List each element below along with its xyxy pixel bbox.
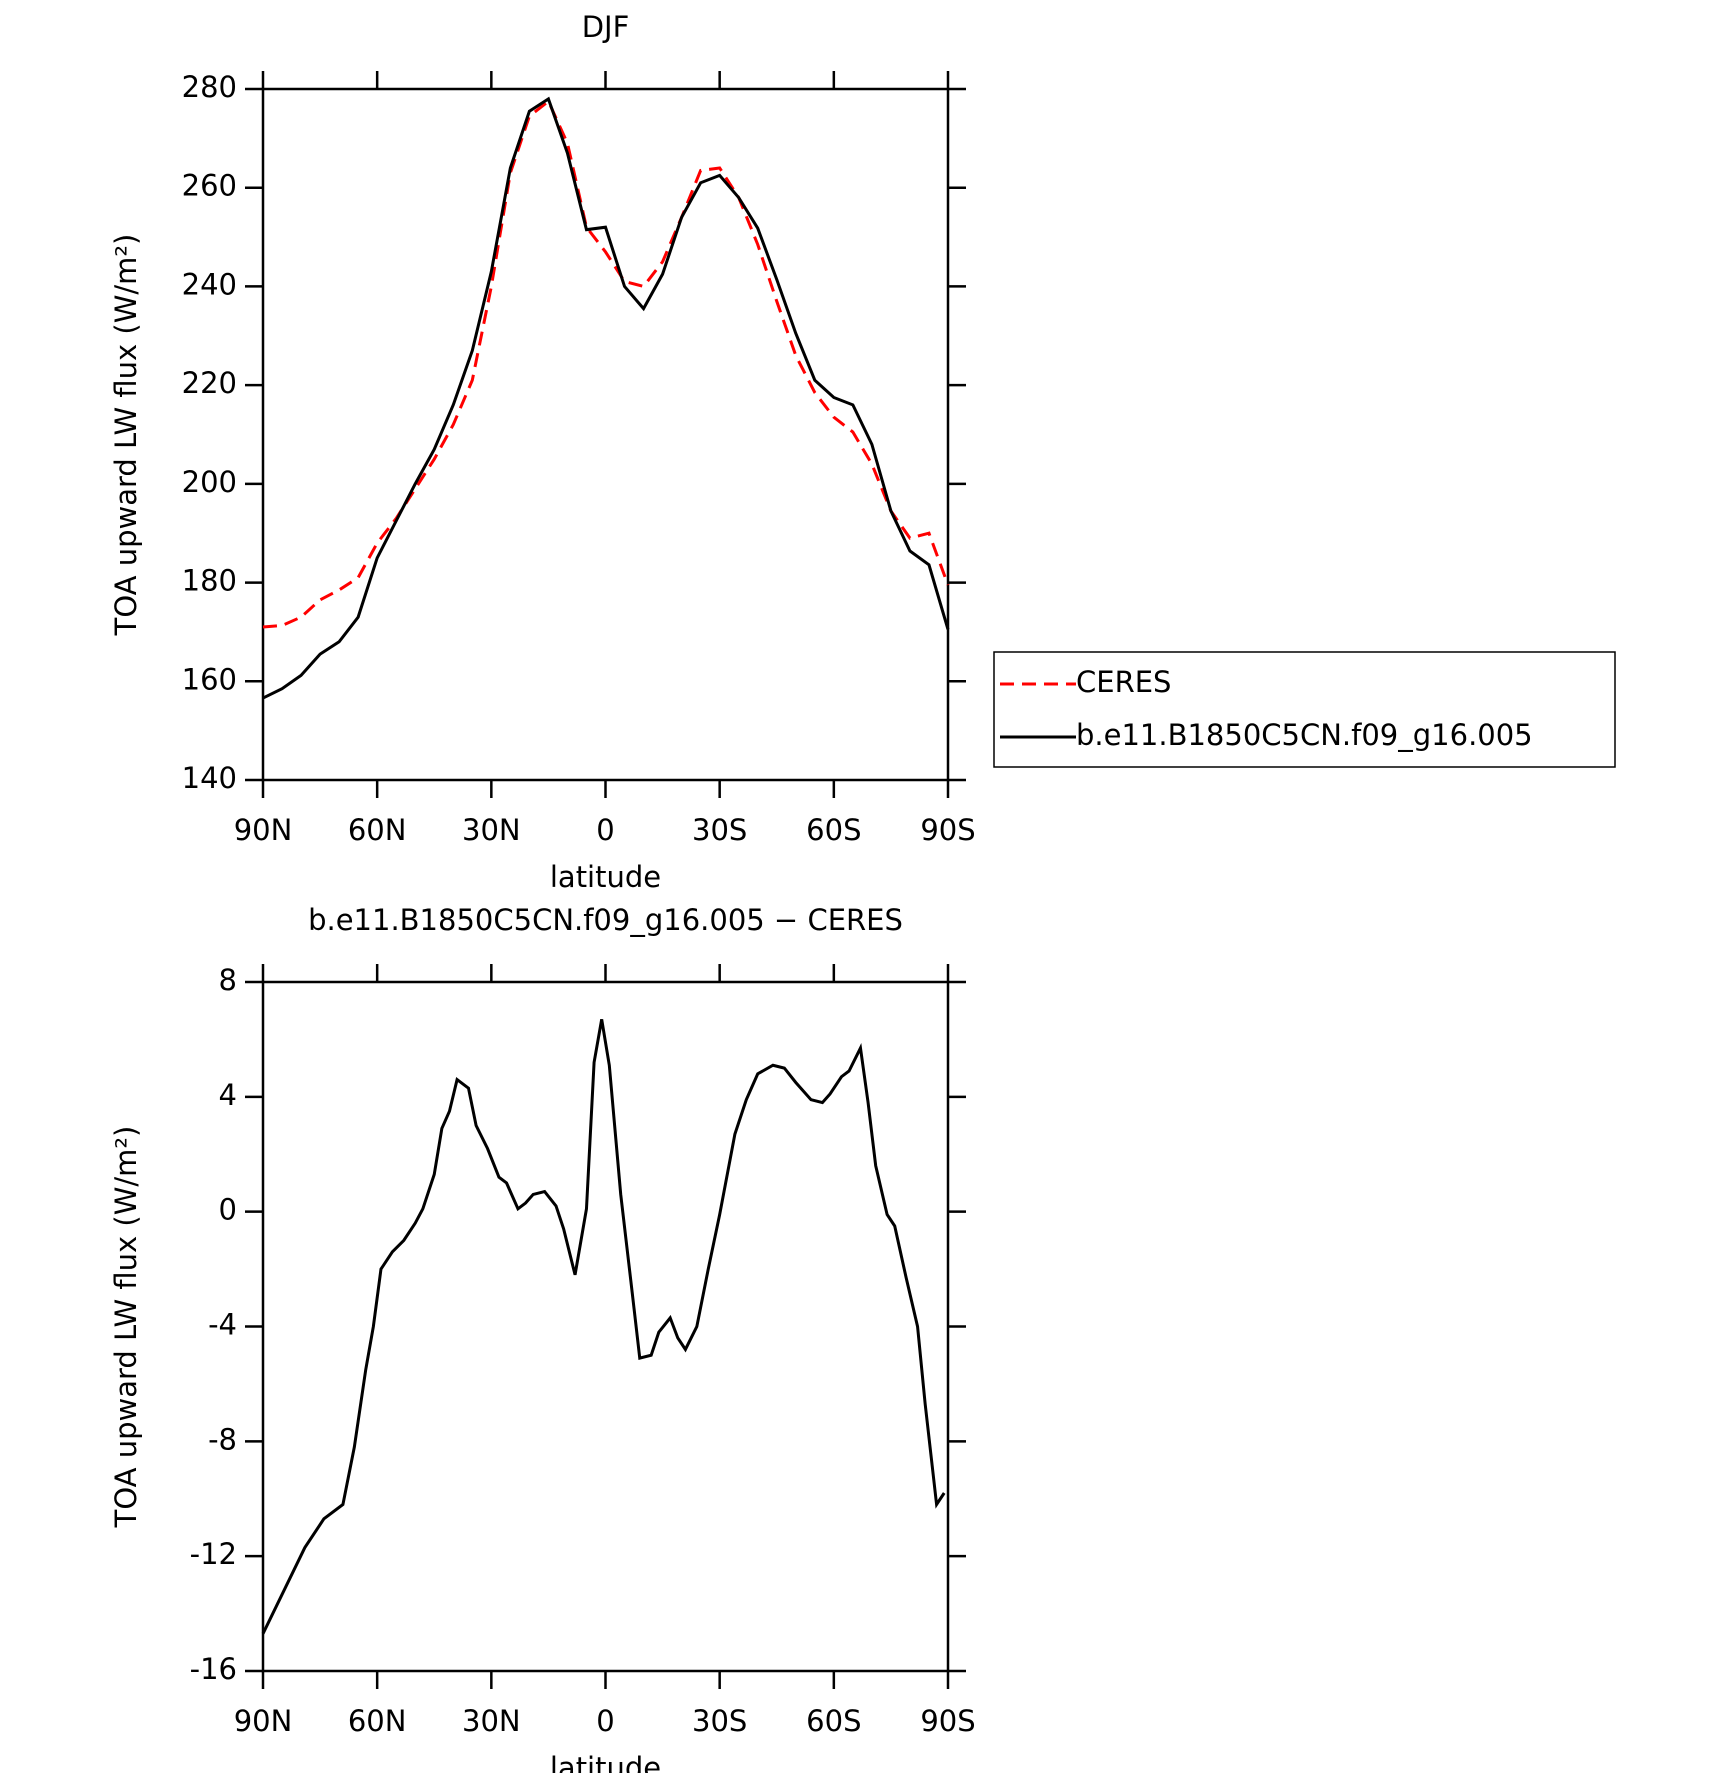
legend-label: CERES — [1076, 665, 1171, 699]
x-tick-label: 60S — [806, 813, 861, 847]
x-axis-label: latitude — [550, 860, 661, 894]
y-tick-label: 240 — [182, 267, 237, 301]
legend: CERES b.e11.B1850C5CN.f09_g16.005 — [993, 651, 1616, 768]
chart-title: b.e11.B1850C5CN.f09_g16.005 − CERES — [308, 903, 903, 937]
x-tick-label: 0 — [596, 813, 614, 847]
y-tick-label: 8 — [219, 963, 237, 997]
x-axis-label: latitude — [550, 1751, 661, 1773]
plot-frame — [261, 980, 950, 1673]
y-tick-label: 160 — [182, 662, 237, 696]
y-tick-label: 220 — [182, 366, 237, 400]
y-axis-label: TOA upward LW flux (W/m²) — [109, 1126, 143, 1529]
y-tick-label: -16 — [190, 1652, 237, 1686]
y-tick-label: 280 — [182, 70, 237, 104]
y-tick-label: 0 — [219, 1193, 237, 1227]
data-line — [261, 1019, 946, 1635]
x-tick-label: 90N — [234, 1704, 293, 1738]
data-line — [262, 98, 950, 629]
y-tick-label: 200 — [182, 465, 237, 499]
x-tick-label: 90S — [920, 1704, 975, 1738]
chart-title: DJF — [582, 10, 630, 44]
x-tick-label: 30S — [692, 1704, 747, 1738]
x-tick-label: 30S — [692, 813, 747, 847]
x-tick-label: 60N — [348, 813, 407, 847]
legend-label: b.e11.B1850C5CN.f09_g16.005 — [1076, 718, 1533, 752]
y-axis-label: TOA upward LW flux (W/m²) — [109, 234, 143, 637]
y-tick-label: 140 — [182, 761, 237, 795]
x-tick-label: 30N — [462, 813, 521, 847]
data-line — [262, 96, 950, 700]
x-tick-label: 0 — [596, 1704, 614, 1738]
y-tick-label: -8 — [208, 1422, 237, 1456]
legend-frame — [993, 651, 1616, 768]
x-tick-label: 60N — [348, 1704, 407, 1738]
x-tick-label: 60S — [806, 1704, 861, 1738]
y-tick-label: 180 — [182, 564, 237, 598]
x-tick-label: 90N — [234, 813, 293, 847]
y-tick-label: 260 — [182, 169, 237, 203]
y-tick-label: -12 — [190, 1537, 237, 1571]
y-tick-label: 4 — [219, 1078, 237, 1112]
x-tick-label: 30N — [462, 1704, 521, 1738]
x-tick-label: 90S — [920, 813, 975, 847]
plot-frame — [261, 87, 950, 782]
y-tick-label: -4 — [208, 1308, 237, 1342]
